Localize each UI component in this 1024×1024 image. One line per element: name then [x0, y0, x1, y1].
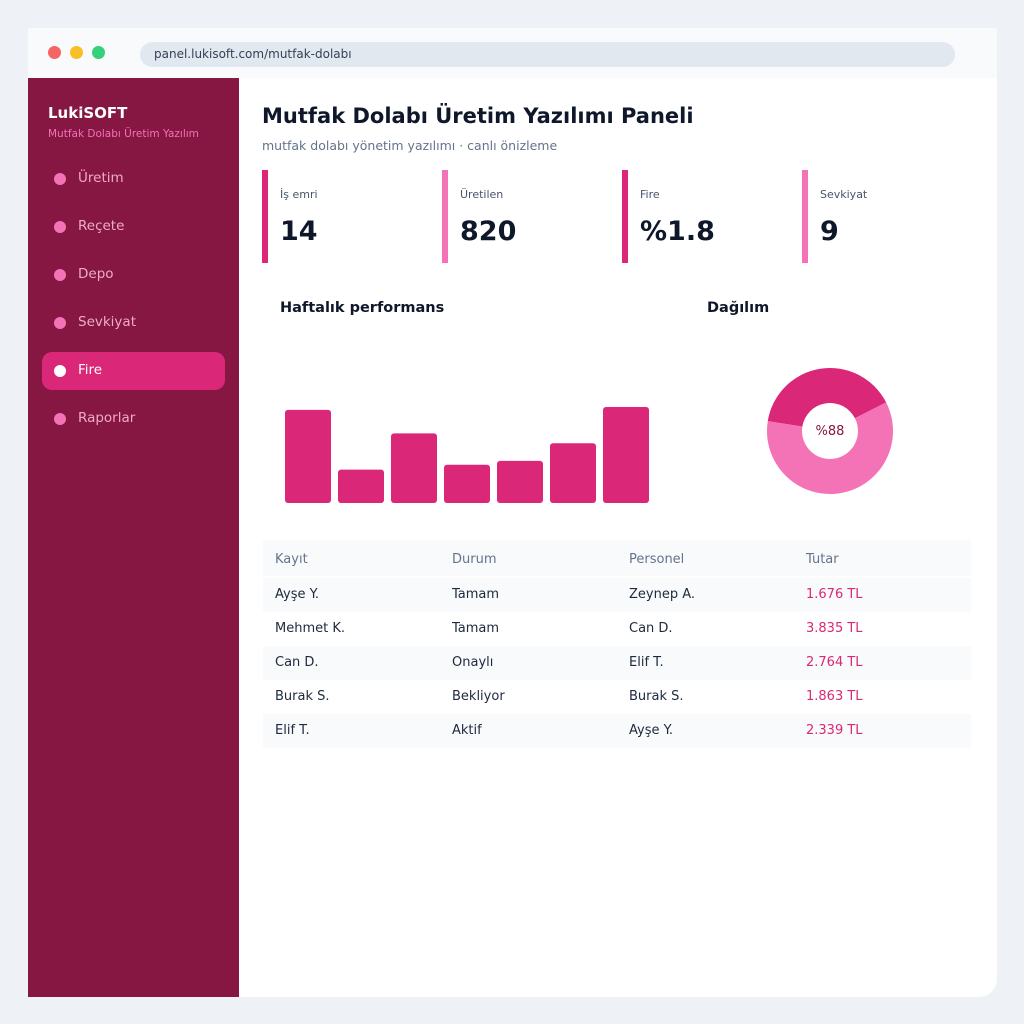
bar-4 — [444, 464, 490, 503]
brand-name: LukiSOFT — [48, 104, 128, 122]
cell-record: Ayşe Y. — [275, 587, 320, 602]
page-title: Mutfak Dolabı Üretim Yazılımı Paneli — [262, 104, 694, 128]
column-header: Personel — [629, 552, 685, 567]
table-header-row: Kayıt Durum Personel Tutar — [263, 540, 971, 576]
sidebar-item-label: Depo — [78, 266, 114, 282]
stat-card-is-emri: İş emri 14 — [262, 170, 432, 263]
stat-label: Fire — [640, 188, 660, 201]
stat-card-sevkiyat: Sevkiyat 9 — [802, 170, 972, 263]
cell-amount: 1.676 TL — [806, 587, 863, 602]
records-table: Kayıt Durum Personel Tutar Ayşe Y. Tamam… — [263, 540, 971, 748]
bullet-icon — [54, 365, 66, 377]
stat-label: İş emri — [280, 188, 318, 201]
stat-label: Sevkiyat — [820, 188, 868, 201]
cell-amount: 2.764 TL — [806, 655, 863, 670]
sidebar-item-recete[interactable]: Reçete — [42, 208, 225, 246]
donut-center-label: %88 — [815, 424, 845, 439]
cell-status: Aktif — [452, 723, 482, 738]
stat-value: 14 — [280, 216, 318, 247]
cell-status: Onaylı — [452, 655, 494, 670]
weekly-performance-chart — [285, 406, 649, 503]
maximize-window-button[interactable] — [92, 46, 105, 59]
sidebar-item-depo[interactable]: Depo — [42, 256, 225, 294]
stat-value: 9 — [820, 216, 839, 247]
minimize-window-button[interactable] — [70, 46, 83, 59]
cell-staff: Zeynep A. — [629, 587, 696, 602]
bar-5 — [497, 460, 543, 503]
sidebar-item-label: Raporlar — [78, 410, 136, 426]
table-row[interactable]: Ayşe Y. Tamam Zeynep A. 1.676 TL — [263, 578, 971, 612]
table-row[interactable]: Can D. Onaylı Elif T. 2.764 TL — [263, 646, 971, 680]
sidebar-item-label: Reçete — [78, 218, 125, 234]
sidebar-item-fire[interactable]: Fire — [42, 352, 225, 390]
bar-7 — [603, 406, 649, 503]
bar-6 — [550, 443, 596, 503]
page-subtitle: mutfak dolabı yönetim yazılımı · canlı ö… — [262, 138, 558, 153]
bullet-icon — [54, 317, 66, 329]
cell-staff: Burak S. — [629, 689, 684, 704]
sidebar-item-label: Üretim — [78, 170, 124, 186]
cell-record: Burak S. — [275, 689, 330, 704]
bullet-icon — [54, 221, 66, 233]
close-window-button[interactable] — [48, 46, 61, 59]
column-header: Kayıt — [275, 552, 308, 567]
bar-1 — [285, 409, 331, 503]
bar-3 — [391, 433, 437, 503]
stat-label: Üretilen — [460, 188, 504, 201]
cell-staff: Can D. — [629, 621, 673, 636]
distribution-title: Dağılım — [707, 300, 770, 316]
cell-amount: 1.863 TL — [806, 689, 863, 704]
sidebar: LukiSOFT Mutfak Dolabı Üretim Yazılım Ür… — [28, 78, 239, 997]
sidebar-item-label: Fire — [78, 362, 103, 378]
table-row[interactable]: Burak S. Bekliyor Burak S. 1.863 TL — [263, 680, 971, 714]
cell-status: Tamam — [452, 587, 500, 602]
cell-status: Bekliyor — [452, 689, 505, 704]
cell-staff: Ayşe Y. — [629, 723, 674, 738]
column-header: Tutar — [806, 552, 839, 567]
cell-amount: 2.339 TL — [806, 723, 863, 738]
distribution-donut-chart — [767, 368, 893, 494]
bullet-icon — [54, 413, 66, 425]
stat-card-uretilen: Üretilen 820 — [442, 170, 612, 263]
cell-status: Tamam — [452, 621, 500, 636]
donut-slice-1 — [767, 368, 887, 427]
sidebar-item-sevkiyat[interactable]: Sevkiyat — [42, 304, 225, 342]
bullet-icon — [54, 173, 66, 185]
sidebar-item-uretim[interactable]: Üretim — [42, 160, 225, 198]
donut-slice-2 — [767, 402, 893, 494]
cell-staff: Elif T. — [629, 655, 664, 670]
table-row[interactable]: Mehmet K. Tamam Can D. 3.835 TL — [263, 612, 971, 646]
sidebar-item-raporlar[interactable]: Raporlar — [42, 400, 225, 438]
cell-record: Can D. — [275, 655, 319, 670]
cell-amount: 3.835 TL — [806, 621, 863, 636]
main-content: Mutfak Dolabı Üretim Yazılımı Paneli mut… — [239, 78, 997, 997]
column-header: Durum — [452, 552, 497, 567]
brand-subtitle: Mutfak Dolabı Üretim Yazılım — [48, 128, 199, 140]
cell-record: Elif T. — [275, 723, 310, 738]
bar-2 — [338, 469, 384, 503]
browser-titlebar: panel.lukisoft.com/mutfak-dolabı — [28, 28, 997, 78]
browser-window: panel.lukisoft.com/mutfak-dolabı LukiSOF… — [28, 28, 997, 997]
sidebar-item-label: Sevkiyat — [78, 314, 136, 330]
bullet-icon — [54, 269, 66, 281]
table-row[interactable]: Elif T. Aktif Ayşe Y. 2.339 TL — [263, 714, 971, 748]
address-bar[interactable]: panel.lukisoft.com/mutfak-dolabı — [140, 42, 955, 67]
stat-card-fire: Fire %1.8 — [622, 170, 792, 263]
performance-title: Haftalık performans — [280, 300, 445, 316]
stat-value: %1.8 — [640, 216, 715, 247]
stat-value: 820 — [460, 216, 517, 247]
cell-record: Mehmet K. — [275, 621, 346, 636]
